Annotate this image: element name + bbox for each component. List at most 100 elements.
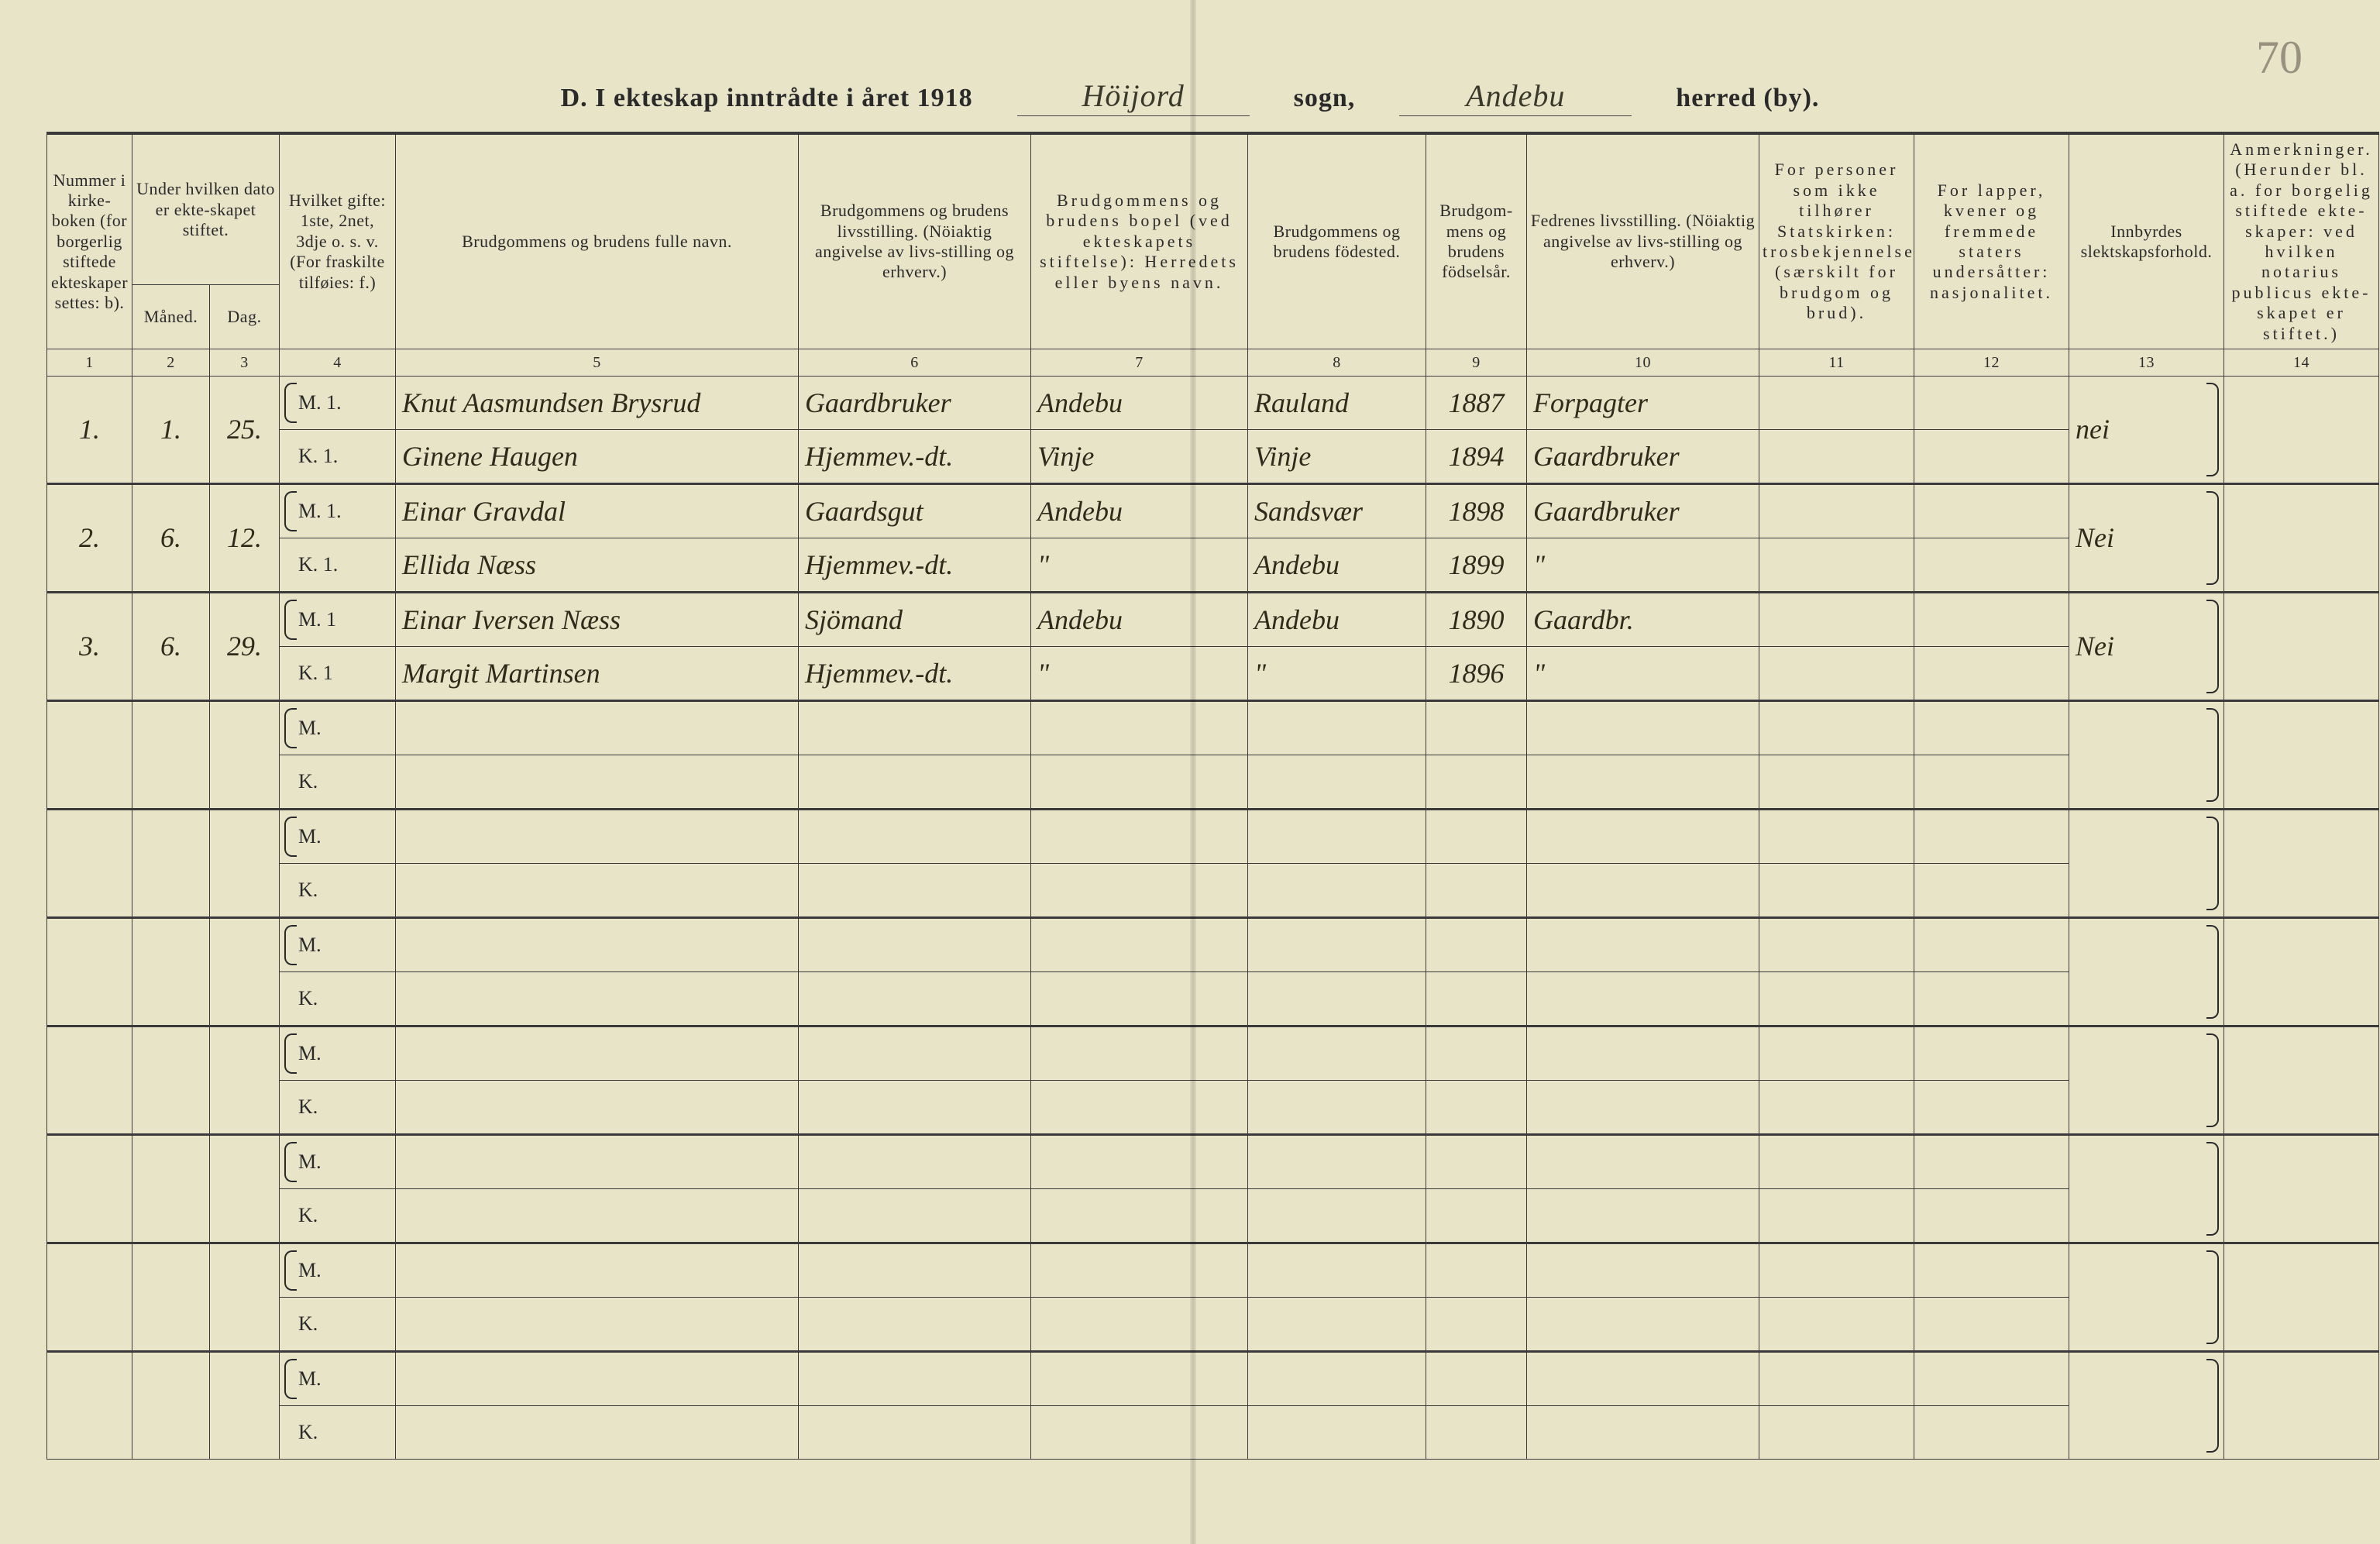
cell-fedre-k bbox=[1527, 1188, 1759, 1243]
cell-name-k: Ellida Næss bbox=[396, 538, 799, 592]
cell-bopel-k bbox=[1031, 1080, 1248, 1134]
record-row-k: K. bbox=[47, 755, 2379, 809]
header-col6: Brudgommens og brudens livsstilling. (Nö… bbox=[799, 133, 1031, 349]
cell-name-k bbox=[396, 1405, 799, 1459]
header-col2-top: Under hvilken dato er ekte-skapet stifte… bbox=[132, 133, 280, 285]
cell-col11-k bbox=[1759, 1188, 1914, 1243]
cell-fodested-k bbox=[1248, 1297, 1426, 1351]
cell-col13: Nei bbox=[2069, 592, 2224, 700]
header-col14-text: Anmerkninger. (Herunder bl. a. for borge… bbox=[2230, 139, 2373, 343]
cell-stilling-m bbox=[799, 809, 1031, 863]
cell-name-m: Einar Gravdal bbox=[396, 483, 799, 538]
header-col2a: Måned. bbox=[132, 285, 210, 349]
cell-col14 bbox=[2224, 1351, 2379, 1459]
cell-fedre-k bbox=[1527, 755, 1759, 809]
record-row-m: M. bbox=[47, 809, 2379, 863]
cell-name-k bbox=[396, 971, 799, 1026]
record-row-k: K. bbox=[47, 1188, 2379, 1243]
cell-stilling-k bbox=[799, 863, 1031, 917]
cell-mk-k: K. bbox=[280, 1080, 396, 1134]
cell-col11-k bbox=[1759, 971, 1914, 1026]
cell-fedre-k bbox=[1527, 971, 1759, 1026]
cell-fodested-m: Sandsvær bbox=[1248, 483, 1426, 538]
cell-aar-k bbox=[1426, 755, 1527, 809]
cell-day: 12. bbox=[210, 483, 280, 592]
header-col12: For lapper, kvener og fremmede staters u… bbox=[1914, 133, 2069, 349]
cell-col11-k bbox=[1759, 755, 1914, 809]
cell-mk-k: K. bbox=[280, 1297, 396, 1351]
cell-mk-m: M. 1. bbox=[280, 483, 396, 538]
colnum-5: 5 bbox=[396, 349, 799, 376]
record-row-k: K. bbox=[47, 1080, 2379, 1134]
cell-name-m bbox=[396, 700, 799, 755]
cell-month bbox=[132, 1243, 210, 1351]
cell-stilling-m: Sjömand bbox=[799, 592, 1031, 646]
cell-col14 bbox=[2224, 1026, 2379, 1134]
header-col4: Hvilket gifte: 1ste, 2net, 3dje o. s. v.… bbox=[280, 133, 396, 349]
cell-col11-k bbox=[1759, 1080, 1914, 1134]
cell-stilling-m bbox=[799, 917, 1031, 971]
cell-name-m bbox=[396, 1351, 799, 1405]
title-herred-label: herred (by). bbox=[1676, 84, 1819, 112]
cell-col11-m bbox=[1759, 1351, 1914, 1405]
corner-page-number: 70 bbox=[2256, 31, 2303, 84]
cell-day: 25. bbox=[210, 376, 280, 483]
cell-aar-k bbox=[1426, 1188, 1527, 1243]
cell-month bbox=[132, 1351, 210, 1459]
cell-col12-k bbox=[1914, 1405, 2069, 1459]
cell-col13 bbox=[2069, 1243, 2224, 1351]
cell-col12-m bbox=[1914, 809, 2069, 863]
cell-fedre-m: Gaardbruker bbox=[1527, 483, 1759, 538]
cell-col11-k bbox=[1759, 863, 1914, 917]
cell-fedre-k bbox=[1527, 863, 1759, 917]
cell-month bbox=[132, 917, 210, 1026]
cell-col11-m bbox=[1759, 1134, 1914, 1188]
cell-fodested-m bbox=[1248, 700, 1426, 755]
cell-mk-k: K. bbox=[280, 755, 396, 809]
cell-col14 bbox=[2224, 483, 2379, 592]
cell-col12-k bbox=[1914, 1080, 2069, 1134]
cell-col12-m bbox=[1914, 376, 2069, 429]
cell-mk-m: M. bbox=[280, 700, 396, 755]
header-col7-text: Brudgommens og brudens bopel (ved ektesk… bbox=[1040, 191, 1239, 292]
cell-num bbox=[47, 700, 132, 809]
cell-name-m bbox=[396, 917, 799, 971]
header-col1: Nummer i kirke-boken (for borgerlig stif… bbox=[47, 133, 132, 349]
cell-col12-m bbox=[1914, 1026, 2069, 1080]
cell-col12-m bbox=[1914, 917, 2069, 971]
header-col7: Brudgommens og brudens bopel (ved ektesk… bbox=[1031, 133, 1248, 349]
header-col14: Anmerkninger. (Herunder bl. a. for borge… bbox=[2224, 133, 2379, 349]
cell-col14 bbox=[2224, 917, 2379, 1026]
cell-fodested-k bbox=[1248, 1405, 1426, 1459]
record-row-m: 3.6.29.M. 1Einar Iversen NæssSjömandAnde… bbox=[47, 592, 2379, 646]
cell-name-k: Ginene Haugen bbox=[396, 429, 799, 483]
cell-fodested-k bbox=[1248, 1188, 1426, 1243]
cell-bopel-m bbox=[1031, 1243, 1248, 1297]
colnum-3: 3 bbox=[210, 349, 280, 376]
cell-month bbox=[132, 809, 210, 917]
cell-bopel-k bbox=[1031, 863, 1248, 917]
cell-day bbox=[210, 1134, 280, 1243]
cell-mk-m: M. bbox=[280, 1026, 396, 1080]
cell-name-m: Einar Iversen Næss bbox=[396, 592, 799, 646]
ledger-page: 70 D. I ekteskap inntrådte i året 1918 H… bbox=[0, 0, 2380, 1544]
cell-fedre-k: Gaardbruker bbox=[1527, 429, 1759, 483]
cell-bopel-k bbox=[1031, 1188, 1248, 1243]
cell-mk-m: M. 1 bbox=[280, 592, 396, 646]
cell-col14 bbox=[2224, 376, 2379, 483]
cell-col12-m bbox=[1914, 592, 2069, 646]
cell-col13 bbox=[2069, 1351, 2224, 1459]
cell-fedre-m: Forpagter bbox=[1527, 376, 1759, 429]
cell-stilling-k bbox=[799, 1188, 1031, 1243]
cell-col12-m bbox=[1914, 1134, 2069, 1188]
title-sogn-value: Höijord bbox=[1017, 77, 1250, 116]
cell-name-m bbox=[396, 1134, 799, 1188]
cell-month: 6. bbox=[132, 592, 210, 700]
cell-month: 6. bbox=[132, 483, 210, 592]
cell-col12-k bbox=[1914, 755, 2069, 809]
cell-month bbox=[132, 700, 210, 809]
header-col13: Innbyrdes slektskapsforhold. bbox=[2069, 133, 2224, 349]
colnum-10: 10 bbox=[1527, 349, 1759, 376]
cell-bopel-m: Andebu bbox=[1031, 483, 1248, 538]
cell-fodested-k: Andebu bbox=[1248, 538, 1426, 592]
